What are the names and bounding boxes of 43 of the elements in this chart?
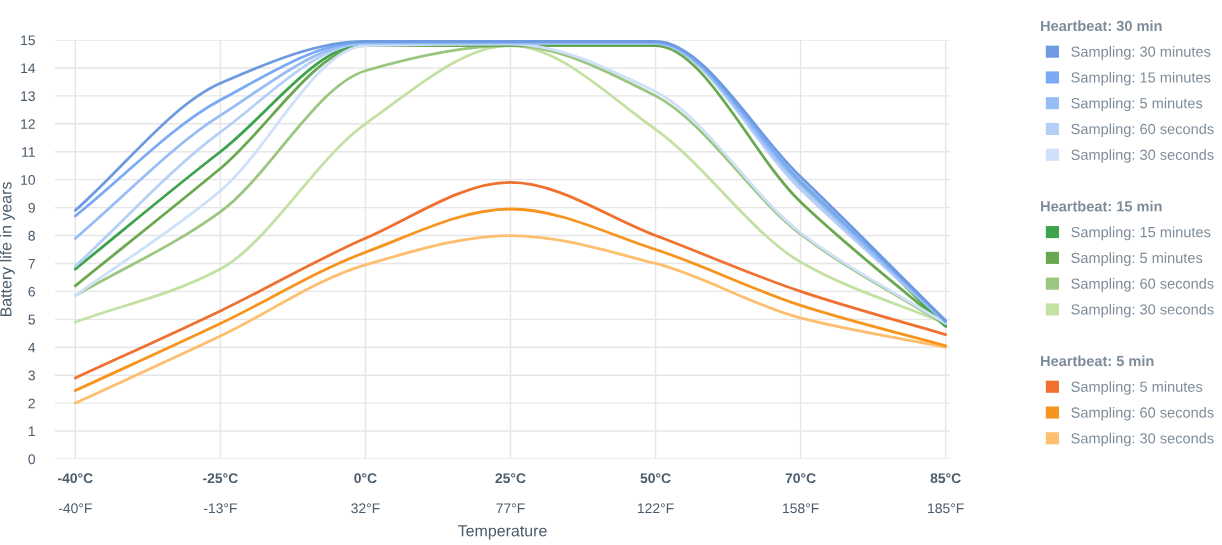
line-series	[73, 181, 948, 380]
y-tick-label: 0	[28, 454, 36, 465]
category-label: 70°C 158°F	[783, 473, 819, 514]
category-label: 0°C 32°F	[351, 473, 380, 514]
legend-label: Sampling: 30 seconds	[1071, 149, 1214, 163]
line-series	[73, 234, 948, 405]
legend-label: Sampling: 60 seconds	[1071, 406, 1214, 421]
legend-label: Sampling: 30 seconds	[1071, 303, 1214, 318]
legend-label: Sampling: 5 minutes	[1071, 381, 1203, 395]
category-label: 25°C 77°F	[495, 473, 526, 514]
legend-label: Sampling: 5 minutes	[1071, 252, 1203, 266]
legend-label: Sampling: 30 seconds	[1071, 432, 1214, 447]
y-tick-label: 9	[28, 202, 35, 213]
legend-label: Sampling: 5 minutes	[1071, 97, 1203, 112]
y-tick-label: 5	[28, 314, 35, 325]
category-label: -40°C -40°F	[58, 473, 93, 514]
category-label: -25°C -13°F	[203, 473, 238, 514]
y-tick-label: 13	[21, 91, 35, 102]
text: Heartbeat: 30 min	[1041, 20, 1162, 32]
y-tick-label: 3	[28, 370, 35, 381]
y-tick-label: 12	[21, 119, 35, 129]
category-label: 85°C 185°F	[928, 473, 964, 514]
category-label: 50°C 122°F	[637, 473, 674, 514]
y-axis-title: Battery life in years	[0, 182, 15, 317]
y-tick-label: 2	[28, 398, 35, 409]
legend-label: Sampling: 30 minutes	[1071, 46, 1211, 60]
y-tick-label: 14	[21, 63, 36, 73]
y-tick-label: 11	[22, 147, 35, 157]
x-axis-title: Temperature	[458, 525, 547, 540]
legend-label: Sampling: 15 minutes	[1071, 71, 1211, 86]
legend-label: Sampling: 60 seconds	[1071, 123, 1214, 138]
text: Heartbeat: 5 min	[1041, 355, 1154, 367]
y-tick-label: 1	[28, 426, 35, 437]
line-series	[73, 207, 948, 392]
y-tick-label: 10	[21, 175, 36, 185]
text: Heartbeat: 15 min	[1041, 200, 1162, 212]
y-tick-label: 4	[28, 342, 36, 353]
y-tick-label: 15	[21, 35, 35, 46]
legend-label: Sampling: 60 seconds	[1071, 278, 1214, 292]
y-tick-label: 7	[28, 258, 35, 269]
legend-label: Sampling: 15 minutes	[1071, 226, 1211, 241]
y-tick-label: 8	[28, 230, 35, 241]
y-tick-label: 6	[28, 286, 35, 297]
